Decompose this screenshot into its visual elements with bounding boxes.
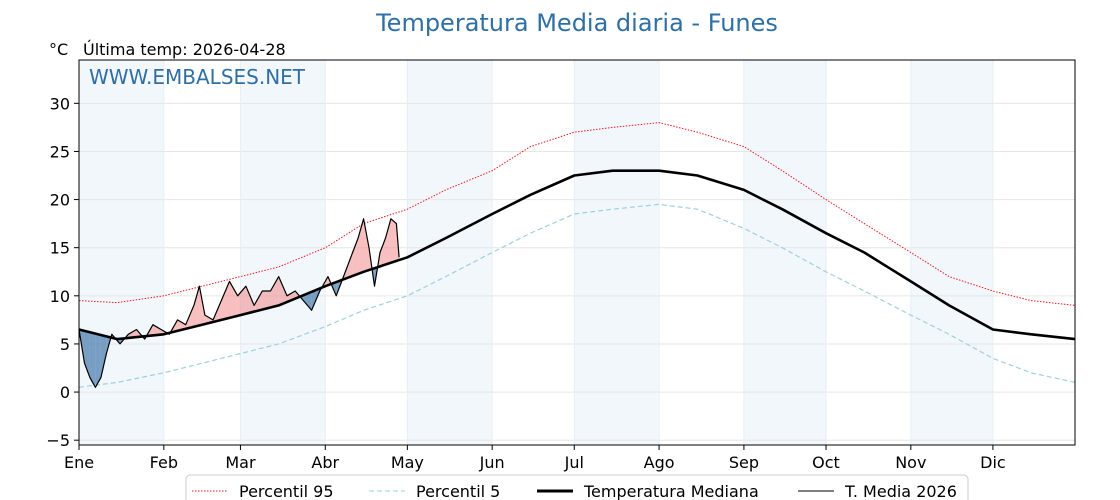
series-line-current — [78, 218, 400, 388]
x-tick-label-abr: Abr — [311, 453, 339, 472]
x-tick-label-ene: Ene — [64, 453, 94, 472]
x-tick-label-jun: Jun — [479, 453, 505, 472]
month-band-jul — [574, 60, 660, 445]
chart-title: Temperatura Media diaria - Funes — [375, 9, 778, 37]
below-median-fill — [100, 335, 107, 378]
month-band-mar — [240, 60, 326, 445]
x-tick-label-oct: Oct — [812, 453, 840, 472]
month-band-ene — [79, 60, 164, 445]
y-unit-label: °C — [49, 40, 68, 59]
y-tick-label: 10 — [50, 287, 70, 306]
x-axis-ticks: Ene Feb Mar Abr May Jun Jul Ago Sep Oct Nov Dic — [64, 445, 1006, 472]
above-median-fill — [379, 238, 386, 267]
below-median-fill — [89, 332, 96, 388]
above-median-fill — [152, 324, 162, 336]
series-line-p5 — [78, 203, 1076, 388]
above-median-fill — [358, 218, 364, 274]
month-band-nov — [910, 60, 993, 445]
y-tick-label: −5 — [46, 431, 70, 450]
x-tick-label-ago: Ago — [644, 453, 675, 472]
above-median-fill — [254, 291, 263, 312]
above-median-fill — [278, 276, 287, 306]
x-tick-label-may: May — [391, 453, 424, 472]
x-tick-label-mar: Mar — [225, 453, 256, 472]
legend-label-p5: Percentil 5 — [416, 482, 500, 500]
above-median-fill — [363, 218, 370, 272]
series-line-p95 — [78, 122, 1076, 306]
x-tick-label-sep: Sep — [729, 453, 759, 472]
y-tick-label: 5 — [60, 335, 70, 354]
above-median-fill — [352, 238, 359, 276]
below-median-fill — [95, 333, 101, 388]
series-line-median — [78, 169, 1076, 341]
above-median-fill — [385, 218, 391, 265]
x-tick-label-feb: Feb — [150, 453, 178, 472]
legend-label-current: T. Media 2026 — [844, 482, 957, 500]
watermark: WWW.EMBALSES.NET — [89, 65, 306, 89]
y-tick-label: 30 — [50, 94, 70, 113]
y-tick-label: 0 — [60, 383, 70, 402]
above-median-fill — [270, 276, 279, 308]
above-median-fill — [221, 281, 230, 320]
x-tick-label-dic: Dic — [980, 453, 1006, 472]
legend-label-median: Temperatura Mediana — [583, 482, 759, 500]
y-tick-label: 25 — [50, 142, 70, 161]
legend-label-p95: Percentil 95 — [239, 482, 334, 500]
y-tick-label: 20 — [50, 191, 70, 210]
above-median-fill — [390, 218, 397, 263]
month-band-sep — [743, 60, 826, 445]
below-median-fill — [303, 291, 312, 311]
above-median-fill — [128, 329, 137, 338]
plot-frame — [78, 59, 1076, 446]
month-shading — [79, 60, 993, 445]
above-median-fill — [262, 291, 271, 310]
above-median-fill — [245, 286, 255, 314]
above-median-fill — [347, 252, 353, 278]
above-median-fill — [229, 281, 238, 318]
last-temp-label: Última temp: 2026-04-28 — [83, 40, 286, 59]
legend-box — [185, 474, 969, 500]
above-median-fill — [193, 286, 200, 327]
anomaly-fills — [79, 218, 400, 388]
legend: Percentil 95 Percentil 5 Temperatura Med… — [185, 474, 969, 500]
y-tick-label: 15 — [50, 239, 70, 258]
month-band-may — [407, 60, 493, 445]
x-tick-label-nov: Nov — [895, 453, 926, 472]
x-tick-label-jul: Jul — [564, 453, 584, 472]
series-lines — [78, 122, 1076, 388]
y-axis-ticks: −5 0 5 10 15 20 25 30 — [46, 94, 79, 450]
